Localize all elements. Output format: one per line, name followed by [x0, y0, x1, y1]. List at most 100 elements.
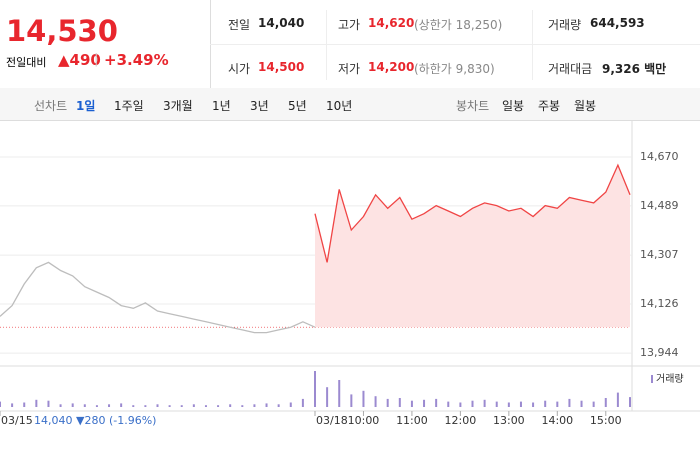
separator	[326, 10, 327, 80]
volume-bar	[314, 371, 316, 407]
volume-bar	[507, 402, 510, 407]
volume-bar	[604, 398, 607, 407]
stat-label: 거래대금	[548, 62, 593, 76]
volume-bar	[277, 404, 280, 407]
price: 14,530	[6, 14, 118, 48]
period-tab[interactable]: 5년	[288, 99, 307, 113]
volume-bar	[580, 400, 583, 407]
volume-bar	[217, 405, 220, 407]
stat-value: 9,326 백만	[602, 62, 667, 76]
volume-bar	[556, 401, 559, 407]
period-tab[interactable]: 10년	[326, 99, 353, 113]
volume-bar	[23, 402, 26, 407]
x-tick-label: 10:00	[348, 414, 380, 427]
volume-bar	[204, 405, 207, 407]
volume-legend-swatch	[651, 375, 653, 383]
volume-bar	[435, 398, 438, 407]
x-tick-label: 12:00	[445, 414, 477, 427]
volume-bar	[11, 403, 14, 407]
volume-bar	[253, 404, 256, 407]
volume-bar	[47, 400, 50, 407]
volume-bar	[83, 404, 86, 407]
volume-bar	[338, 380, 341, 407]
stat-extra: (상한가 18,250)	[414, 18, 503, 32]
volume-bar	[71, 403, 74, 407]
volume-bar	[132, 405, 135, 407]
y-tick-label: 14,307	[640, 248, 679, 261]
prev-note-rate: (-1.96%)	[109, 414, 157, 427]
period-tab[interactable]: 3개월	[163, 99, 193, 113]
separator	[532, 10, 533, 80]
volume-bar	[532, 402, 535, 407]
line	[0, 261, 316, 334]
stat-value: 644,593	[590, 16, 645, 30]
volume-bar	[0, 401, 1, 407]
volume-bar	[108, 404, 111, 407]
stat-label: 시가	[228, 62, 251, 76]
volume-bar	[629, 397, 631, 407]
volume-bar	[180, 405, 183, 407]
volume-bar	[459, 402, 462, 407]
x-tick-label: 11:00	[396, 414, 428, 427]
volume-bar	[241, 405, 244, 407]
volume-bar	[495, 401, 498, 407]
chart: 13,944 14,126 14,307 14,489 14,670 03/15 03/18…	[0, 121, 700, 427]
period-tab[interactable]: 1년	[212, 99, 231, 113]
volume-bar	[374, 396, 377, 407]
volume-bar	[229, 404, 232, 407]
change: ▲490	[58, 51, 101, 69]
stat-label: 거래량	[548, 18, 582, 32]
prev-note-change: ▼280	[76, 414, 109, 427]
volume-bar	[156, 404, 159, 407]
period-tab[interactable]: 1일	[76, 99, 96, 113]
separator	[210, 44, 700, 45]
quote-header: 14,530 전일대비 ▲490 | +3.49% 전일 14,040 고가 14,6…	[0, 0, 700, 89]
volume-bar	[95, 405, 98, 407]
volume-bar	[398, 398, 401, 407]
volume-bar	[301, 398, 304, 407]
y-tick-label: 13,944	[640, 346, 679, 359]
stat-extra: (하한가 9,830)	[414, 62, 495, 76]
stat-value: 14,200	[368, 60, 415, 74]
stat-label: 저가	[338, 62, 361, 76]
volume-bar	[265, 403, 268, 407]
divider: |	[94, 52, 99, 67]
candle-tab[interactable]: 주봉	[538, 99, 561, 113]
volume-bar	[544, 400, 547, 407]
volume-bar	[519, 401, 522, 407]
stat-value: 14,620	[368, 16, 415, 30]
volume-bar	[386, 398, 389, 407]
volume-bar	[120, 403, 123, 407]
candle-tab[interactable]: 월봉	[574, 99, 597, 113]
area	[315, 165, 630, 328]
volume-bar	[592, 401, 595, 407]
stat-label: 고가	[338, 18, 361, 32]
volume-bar	[350, 394, 353, 407]
volume-bar	[326, 387, 329, 407]
candle-tab[interactable]: 일봉	[502, 99, 525, 113]
volume-bar	[568, 398, 571, 407]
prev-note: 14,040 ▼280 (-1.96%)	[34, 414, 156, 427]
volume-bar	[192, 404, 195, 407]
volume-bar	[362, 390, 365, 407]
change-rate: +3.49%	[104, 51, 169, 69]
volume-bar	[471, 400, 474, 407]
stat-value: 14,040	[258, 16, 305, 30]
prev-note-price: 14,040	[34, 414, 76, 427]
x-tick-label: 14:00	[541, 414, 573, 427]
volume-bar	[289, 402, 292, 407]
period-tab[interactable]: 3년	[250, 99, 269, 113]
x-tick-label: 03/18	[316, 414, 348, 427]
volume-bar	[35, 399, 38, 407]
y-tick-label: 14,126	[640, 297, 679, 310]
x-tick-label: 15:00	[590, 414, 622, 427]
x-tick-label: 13:00	[493, 414, 525, 427]
volume-bar	[59, 404, 62, 407]
line-chart-label: 선차트	[34, 99, 68, 113]
candle-chart-label: 봉차트	[456, 99, 490, 113]
volume-bar	[616, 392, 619, 407]
stat-value: 14,500	[258, 60, 305, 74]
period-tab[interactable]: 1주일	[114, 99, 144, 113]
line	[314, 163, 631, 263]
